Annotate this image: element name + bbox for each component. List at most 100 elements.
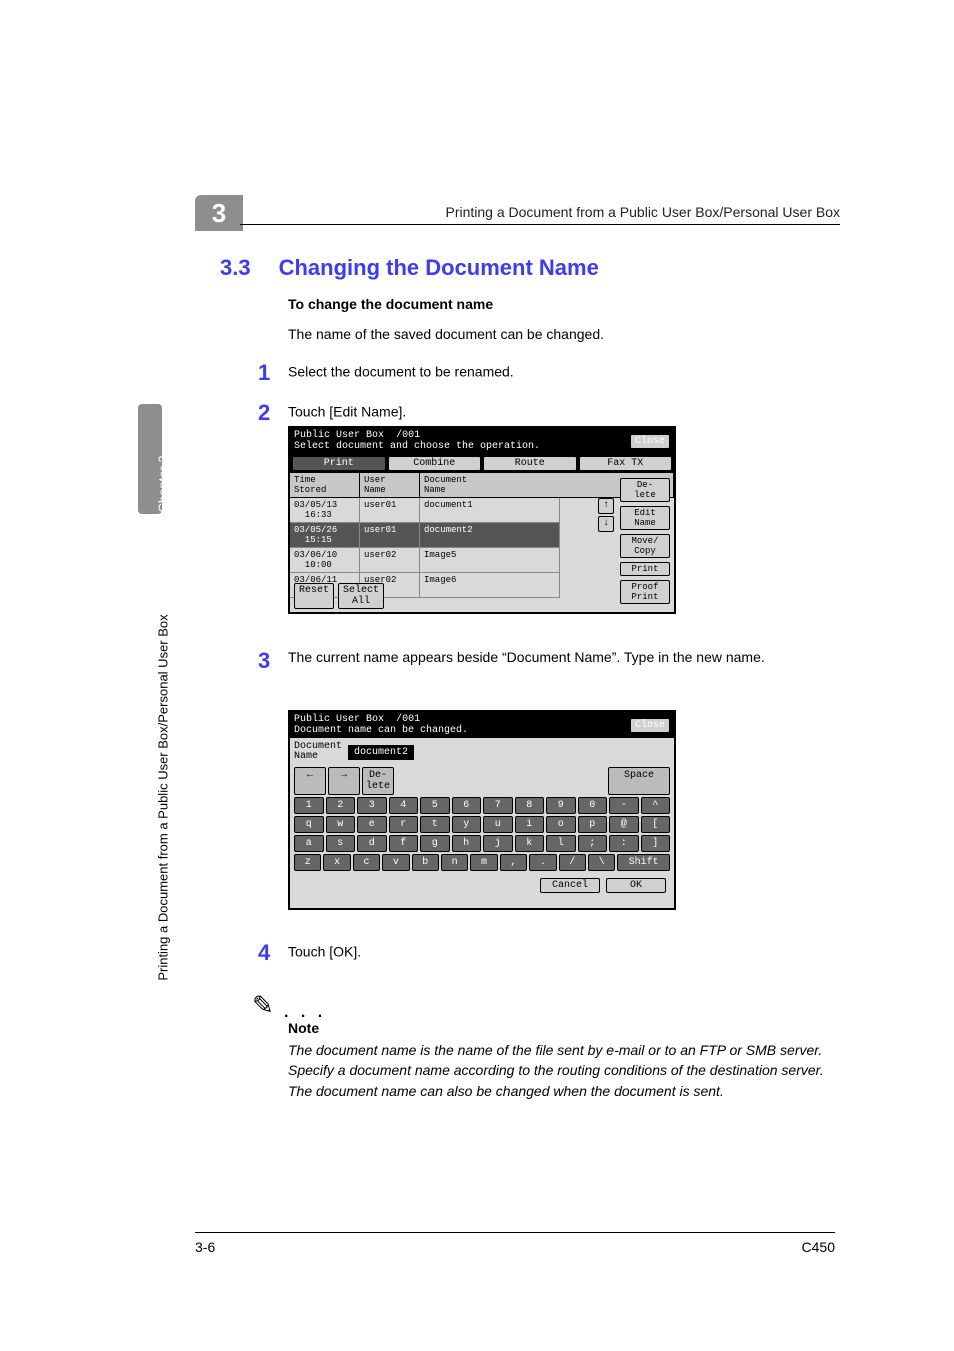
table-row[interactable]: 03/06/10 10:00 user02 Image5	[290, 548, 560, 573]
side-tab-label: Chapter 3	[156, 403, 171, 513]
cell: 03/05/26 15:15	[290, 523, 360, 547]
lcd-table-head: Time Stored User Name Document Name	[290, 473, 674, 498]
lcd-title-line2: User Box	[336, 430, 384, 441]
key-o[interactable]: o	[546, 816, 576, 833]
key-][interactable]: ]	[641, 835, 671, 852]
reset-button[interactable]: Reset	[294, 583, 334, 609]
key-a[interactable]: a	[294, 835, 324, 852]
lcd-box-no: /001	[396, 714, 420, 725]
key-2[interactable]: 2	[326, 797, 356, 814]
move-copy-button[interactable]: Move/ Copy	[620, 534, 670, 558]
key-i[interactable]: i	[515, 816, 545, 833]
key-[[interactable]: [	[641, 816, 671, 833]
key-5[interactable]: 5	[420, 797, 450, 814]
delete-key[interactable]: De- lete	[362, 767, 394, 795]
docname-row: Document Name document2	[290, 738, 674, 766]
print-button[interactable]: Print	[620, 562, 670, 576]
key-z[interactable]: z	[294, 854, 321, 871]
key-@[interactable]: @	[609, 816, 639, 833]
side-tab: Chapter 3	[138, 404, 162, 514]
key-w[interactable]: w	[326, 816, 356, 833]
lcd-screenshot-1: Public User Box /001 Select document and…	[288, 426, 676, 614]
delete-button[interactable]: De- lete	[620, 478, 670, 502]
note-body-2: The document name can also be changed wh…	[288, 1083, 724, 1099]
close-button[interactable]: Close	[630, 718, 670, 733]
key-f[interactable]: f	[389, 835, 419, 852]
note-body-1: The document name is the name of the fil…	[288, 1042, 824, 1078]
tab-combine[interactable]: Combine	[388, 456, 482, 471]
select-all-button[interactable]: Select All	[338, 583, 384, 609]
key-1[interactable]: 1	[294, 797, 324, 814]
docname-field[interactable]: document2	[348, 745, 414, 760]
key-j[interactable]: j	[483, 835, 513, 852]
key-;[interactable]: ;	[578, 835, 608, 852]
key-s[interactable]: s	[326, 835, 356, 852]
key-\[interactable]: \	[588, 854, 615, 871]
footer-right: C450	[802, 1239, 835, 1255]
key-^[interactable]: ^	[641, 797, 671, 814]
ok-button[interactable]: OK	[606, 878, 666, 893]
arrow-left-key[interactable]: ←	[294, 767, 326, 795]
scroll-up-icon[interactable]: ↑	[598, 498, 614, 514]
key-u[interactable]: u	[483, 816, 513, 833]
key-q[interactable]: q	[294, 816, 324, 833]
edit-name-button[interactable]: Edit Name	[620, 506, 670, 530]
key-9[interactable]: 9	[546, 797, 576, 814]
step-text: Touch [Edit Name].	[288, 404, 406, 420]
tab-fax[interactable]: Fax TX	[579, 456, 673, 471]
lcd-bottom: Cancel OK	[290, 872, 674, 897]
key-k[interactable]: k	[515, 835, 545, 852]
scroll: ↑ ↓	[598, 498, 614, 532]
side-buttons: De- lete Edit Name Move/ Copy Print Proo…	[620, 478, 670, 604]
key-3[interactable]: 3	[357, 797, 387, 814]
close-button[interactable]: Close	[630, 434, 670, 449]
tab-route[interactable]: Route	[483, 456, 577, 471]
key-t[interactable]: t	[420, 816, 450, 833]
key-,[interactable]: ,	[500, 854, 527, 871]
cell: 03/06/10 10:00	[290, 548, 360, 572]
key-:[interactable]: :	[609, 835, 639, 852]
proof-print-button[interactable]: Proof Print	[620, 580, 670, 604]
cancel-button[interactable]: Cancel	[540, 878, 600, 893]
page-footer: 3-6 C450	[195, 1232, 835, 1255]
key-8[interactable]: 8	[515, 797, 545, 814]
key-c[interactable]: c	[353, 854, 380, 871]
key-/[interactable]: /	[559, 854, 586, 871]
key-x[interactable]: x	[323, 854, 350, 871]
step-text: Touch [OK].	[288, 944, 361, 960]
key-r[interactable]: r	[389, 816, 419, 833]
section-subheading: To change the document name	[288, 296, 898, 312]
scroll-down-icon[interactable]: ↓	[598, 516, 614, 532]
key-Shift[interactable]: Shift	[617, 854, 670, 871]
step-number: 2	[258, 400, 288, 426]
key-h[interactable]: h	[452, 835, 482, 852]
key-b[interactable]: b	[412, 854, 439, 871]
key-v[interactable]: v	[382, 854, 409, 871]
lcd-title-line1: Public	[294, 714, 330, 725]
lcd-tabs: Print Combine Route Fax TX	[290, 454, 674, 473]
arrow-right-key[interactable]: →	[328, 767, 360, 795]
col-time[interactable]: Time Stored	[290, 473, 360, 497]
tab-print[interactable]: Print	[292, 456, 386, 471]
key-4[interactable]: 4	[389, 797, 419, 814]
table-row[interactable]: 03/05/13 16:33 user01 document1	[290, 498, 560, 523]
key-0[interactable]: 0	[578, 797, 608, 814]
table-row[interactable]: 03/05/26 15:15 user01 document2	[290, 523, 560, 548]
key-p[interactable]: p	[578, 816, 608, 833]
key-n[interactable]: n	[441, 854, 468, 871]
space-key[interactable]: Space	[608, 767, 670, 795]
key-y[interactable]: y	[452, 816, 482, 833]
key-g[interactable]: g	[420, 835, 450, 852]
key-e[interactable]: e	[357, 816, 387, 833]
step-number: 1	[258, 360, 288, 386]
keyboard: 1234567890-^ qwertyuiop@[ asdfghjkl;:] zxcv…	[290, 796, 674, 872]
step-1: 1Select the document to be renamed.	[258, 360, 868, 386]
key-l[interactable]: l	[546, 835, 576, 852]
key--[interactable]: -	[609, 797, 639, 814]
key-.[interactable]: .	[529, 854, 556, 871]
key-7[interactable]: 7	[483, 797, 513, 814]
lcd-title-line2: User Box	[336, 714, 384, 725]
key-6[interactable]: 6	[452, 797, 482, 814]
key-m[interactable]: m	[470, 854, 497, 871]
key-d[interactable]: d	[357, 835, 387, 852]
